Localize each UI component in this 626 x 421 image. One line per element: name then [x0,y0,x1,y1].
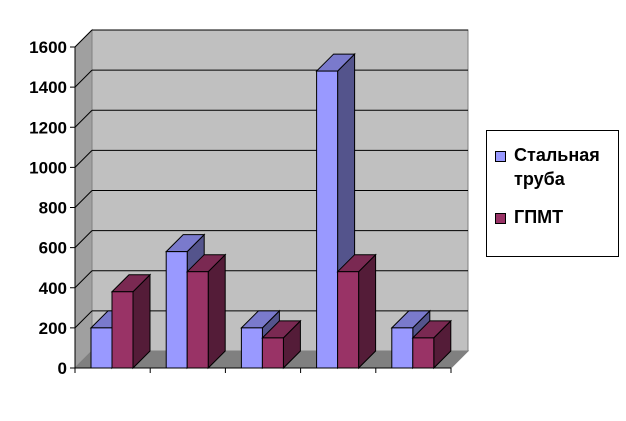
y-tick-label: 1000 [29,158,67,177]
bar-1-1 [186,271,209,369]
y-tick-label: 600 [39,239,67,258]
bar-0-1 [165,251,188,369]
bar-side-1-3 [358,253,377,370]
gridline-side [74,270,93,289]
legend-swatch-gpmt [495,213,506,224]
y-tick-label: 0 [58,359,67,378]
legend-item-gpmt: ГПМТ [495,205,614,229]
gridline-side [74,109,93,128]
legend-item-steel-pipe: Стальная труба [495,143,614,191]
y-tick-label: 1600 [29,38,67,57]
bar-1-4 [412,337,435,369]
legend-label-gpmt: ГПМТ [514,207,564,227]
gridline-side [74,190,93,208]
bar-side-1-1 [207,253,226,370]
y-tick-label: 1200 [29,118,67,137]
bar-1-2 [261,337,284,369]
bar-0-2 [240,327,263,369]
y-tick-label: 1400 [29,78,67,97]
legend-label-steel-pipe: Стальная труба [514,145,600,189]
legend-swatch-steel-pipe [495,151,506,162]
y-tick-label: 200 [39,319,67,338]
bar-0-0 [90,327,113,369]
gridline-side [74,29,93,48]
gridline-side [74,310,93,329]
bar-1-0 [111,291,134,369]
bar-0-3 [316,70,339,369]
y-tick-label: 400 [39,279,67,298]
gridline-side [74,69,93,88]
gridline-side [74,150,93,168]
legend: Стальная труба ГПМТ [486,130,619,257]
gridline-side [74,230,93,248]
bar-1-3 [337,271,360,369]
bar-0-4 [391,327,414,369]
y-tick-label: 800 [39,199,67,218]
